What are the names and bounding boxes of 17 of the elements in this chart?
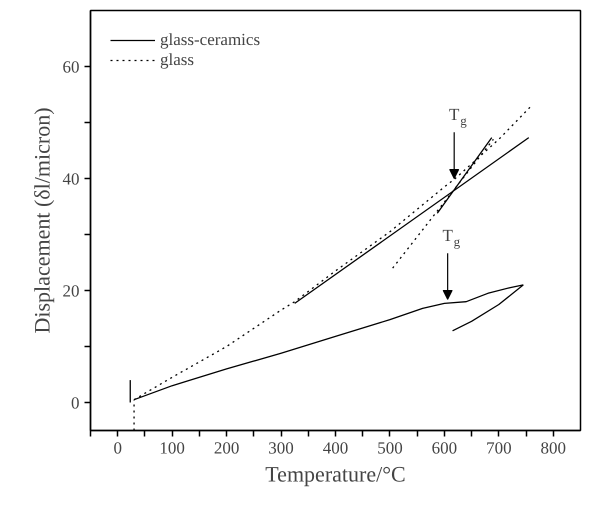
x-tick-label: 600 xyxy=(432,438,458,458)
x-axis-title: Temperature/°C xyxy=(265,462,406,486)
x-tick-label: 500 xyxy=(377,438,403,458)
x-tick-label: 700 xyxy=(486,438,512,458)
x-tick-label: 100 xyxy=(159,438,185,458)
y-tick-label: 20 xyxy=(62,282,80,300)
legend-label: glass xyxy=(160,50,194,70)
y-tick-label: 0 xyxy=(71,394,80,412)
x-tick-label: 400 xyxy=(322,438,348,458)
x-tick-label: 800 xyxy=(540,438,566,458)
legend-label: glass-ceramics xyxy=(160,30,260,50)
x-tick-label: 200 xyxy=(214,438,240,458)
y-tick-label: 60 xyxy=(62,58,80,76)
x-tick-label: 0 xyxy=(113,438,122,458)
x-tick-label: 300 xyxy=(268,438,294,458)
y-tick-label: 40 xyxy=(62,170,80,188)
y-axis-title: Displacement (δl/micron) xyxy=(30,107,54,334)
